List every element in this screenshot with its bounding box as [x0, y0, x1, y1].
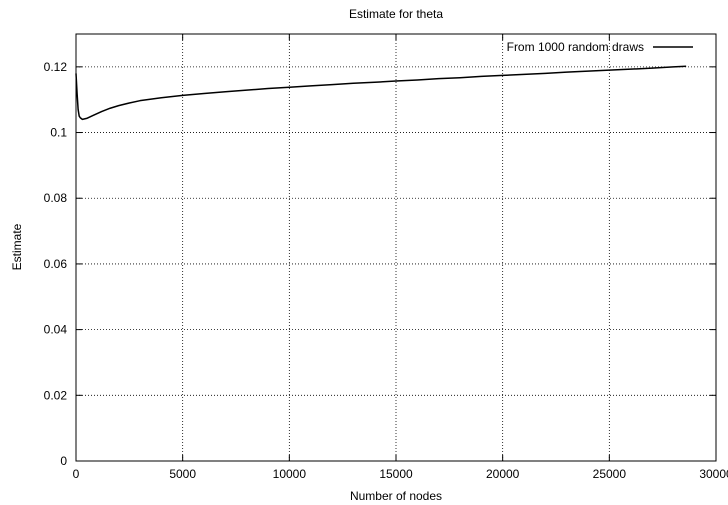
x-tick-label: 5000 — [169, 467, 196, 481]
legend: From 1000 random draws — [507, 40, 693, 54]
x-tick-label: 25000 — [593, 467, 627, 481]
legend-label: From 1000 random draws — [507, 40, 644, 54]
y-tick-label: 0.02 — [44, 388, 68, 402]
series-line — [75, 65, 687, 121]
grid-layer — [76, 34, 716, 461]
x-tick-label: 0 — [73, 467, 80, 481]
y-tick-label: 0.12 — [44, 60, 68, 74]
y-axis-label: Estimate — [10, 223, 24, 270]
x-tick-label: 15000 — [379, 467, 413, 481]
series-layer — [75, 65, 687, 121]
y-tick-label: 0 — [60, 454, 67, 468]
y-tick-label: 0.1 — [50, 126, 67, 140]
y-tick-label: 0.04 — [44, 323, 68, 337]
y-tick-label: 0.08 — [44, 191, 68, 205]
chart-title: Estimate for theta — [349, 7, 443, 21]
x-tick-label: 20000 — [486, 467, 520, 481]
x-axis-label: Number of nodes — [350, 489, 442, 503]
x-tick-label: 10000 — [273, 467, 307, 481]
y-tick-label: 0.06 — [44, 257, 68, 271]
